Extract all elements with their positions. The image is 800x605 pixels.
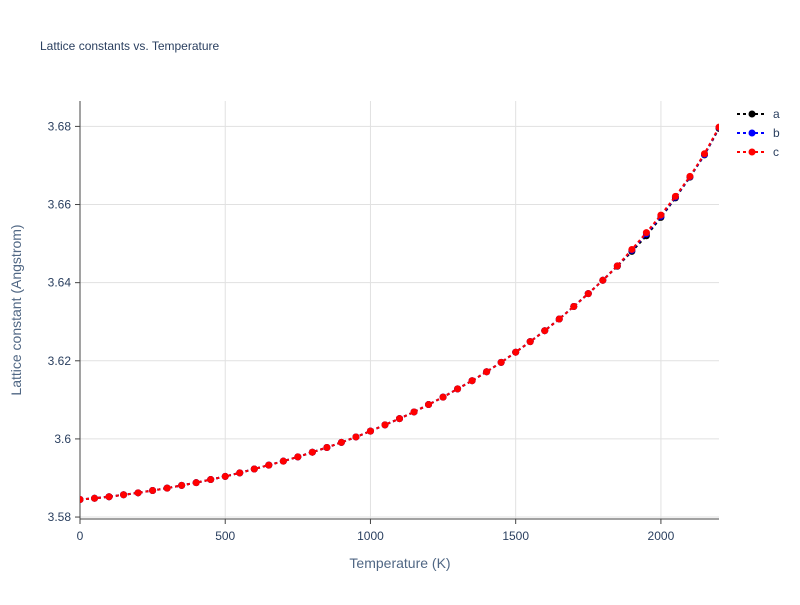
legend-marker-a	[748, 110, 756, 118]
x-tick-label: 2000	[648, 529, 675, 543]
data-point-c	[439, 393, 447, 401]
legend-label-b: b	[773, 126, 780, 140]
data-point-c	[396, 415, 403, 423]
y-tick-label: 3.66	[48, 198, 72, 212]
y-tick-label: 3.62	[48, 354, 72, 368]
data-point-c	[149, 486, 157, 494]
data-point-c	[279, 457, 287, 465]
data-point-c	[91, 494, 99, 502]
series-group	[80, 123, 719, 503]
x-axis-label: Temperature (K)	[349, 555, 450, 571]
data-point-c	[657, 211, 665, 219]
chart-title: Lattice constants vs. Temperature	[40, 39, 220, 53]
y-axis-label: Lattice constant (Angstrom)	[8, 224, 24, 395]
data-point-c	[381, 421, 389, 429]
data-point-c	[642, 229, 650, 237]
data-point-c	[613, 262, 621, 270]
data-point-c	[425, 401, 433, 409]
legend-item-a[interactable]: a	[737, 107, 780, 121]
data-point-c	[526, 338, 534, 346]
data-point-c	[584, 290, 592, 298]
data-point-c	[308, 448, 316, 456]
axes: 0 500 1000 1500 2000 3.58 3.6 3.62 3.64 3.66 3.68	[48, 101, 719, 543]
data-point-c	[715, 123, 719, 131]
x-tick-label: 1000	[357, 529, 384, 543]
legend-marker-c	[748, 148, 756, 156]
data-point-c	[178, 481, 186, 489]
data-point-c	[236, 469, 244, 477]
legend-label-a: a	[773, 107, 780, 121]
data-point-c	[468, 377, 476, 385]
data-point-c	[599, 276, 607, 284]
legend[interactable]: abc	[737, 107, 780, 159]
data-point-c	[483, 368, 491, 376]
series-b	[80, 124, 719, 503]
legend-item-b[interactable]: b	[737, 126, 780, 140]
data-point-c	[192, 479, 200, 487]
data-point-c	[671, 192, 679, 200]
data-point-c	[410, 408, 418, 416]
series-line-c	[80, 126, 719, 501]
x-tick-label: 500	[215, 529, 235, 543]
data-point-c	[323, 444, 331, 452]
data-point-c	[686, 172, 694, 180]
data-point-c	[80, 495, 84, 503]
legend-marker-b	[748, 129, 756, 137]
data-point-c	[294, 453, 302, 461]
series-c	[80, 123, 719, 503]
data-point-c	[163, 484, 171, 492]
data-point-c	[454, 385, 462, 393]
data-point-c	[337, 438, 345, 446]
data-point-c	[352, 433, 360, 441]
data-point-c	[570, 302, 578, 310]
legend-label-c: c	[773, 145, 779, 159]
y-tick-label: 3.64	[48, 276, 72, 290]
y-tick-label: 3.68	[48, 119, 72, 133]
data-point-c	[541, 327, 549, 335]
series-line-b	[80, 127, 719, 501]
x-tick-label: 0	[77, 529, 84, 543]
data-point-c	[134, 489, 142, 497]
data-point-c	[120, 491, 128, 499]
data-point-c	[265, 461, 273, 469]
data-point-c	[250, 465, 258, 473]
data-point-c	[366, 427, 374, 435]
data-point-c	[221, 472, 229, 480]
data-point-c	[555, 315, 563, 323]
data-point-c	[497, 358, 505, 366]
legend-item-c[interactable]: c	[737, 145, 779, 159]
x-tick-label: 1500	[502, 529, 529, 543]
data-point-c	[628, 245, 636, 253]
data-point-c	[105, 493, 113, 501]
y-tick-label: 3.58	[48, 510, 72, 524]
data-point-c	[207, 476, 215, 484]
data-point-c	[512, 348, 520, 356]
data-point-c	[700, 150, 708, 158]
series-a	[80, 124, 719, 503]
y-tick-label: 3.6	[54, 432, 71, 446]
series-line-a	[80, 127, 719, 501]
gridlines	[80, 101, 719, 519]
